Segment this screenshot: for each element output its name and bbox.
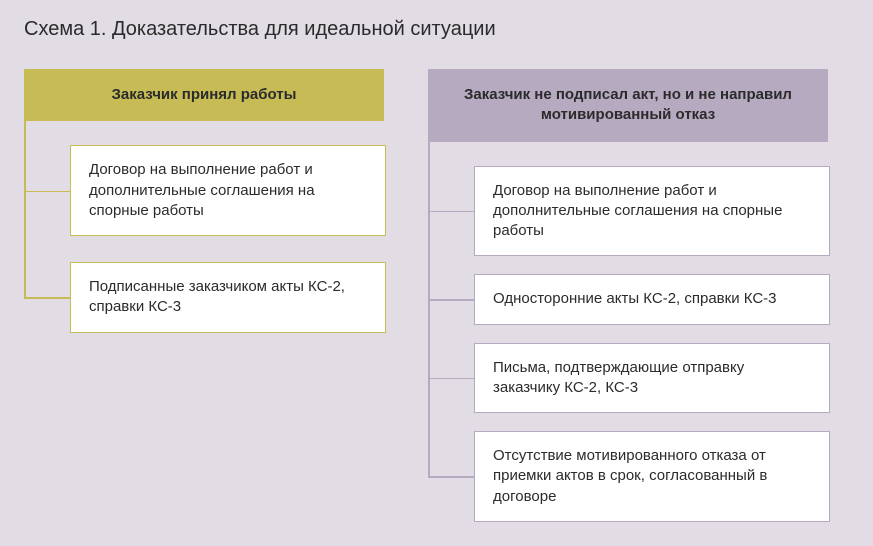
item-box: Письма, подтверждающие отправку заказчик… xyxy=(474,343,830,414)
column: Заказчик не подписал акт, но и не направ… xyxy=(428,69,828,522)
item: Договор на выполнение работ и дополнител… xyxy=(474,166,828,257)
connector-line xyxy=(24,191,70,193)
item-box: Договор на выполнение работ и дополнител… xyxy=(70,145,386,236)
item-box: Подписанные заказчиком акты КС-2, справк… xyxy=(70,262,386,333)
stem-wrap: Договор на выполнение работ и дополнител… xyxy=(24,121,384,332)
column-header: Заказчик принял работы xyxy=(24,69,384,121)
connector-line xyxy=(428,378,474,380)
item: Подписанные заказчиком акты КС-2, справк… xyxy=(70,262,384,333)
items-list: Договор на выполнение работ и дополнител… xyxy=(428,142,828,522)
column-header: Заказчик не подписал акт, но и не направ… xyxy=(428,69,828,142)
item-box: Односторонние акты КС-2, справки КС-3 xyxy=(474,274,830,324)
diagram-root: Схема 1. Доказательства для идеальной си… xyxy=(0,0,873,546)
items-list: Договор на выполнение работ и дополнител… xyxy=(24,121,384,332)
connector-line xyxy=(428,476,474,478)
connector-line xyxy=(24,297,70,299)
diagram-title: Схема 1. Доказательства для идеальной си… xyxy=(24,18,849,41)
stem-line xyxy=(24,121,26,298)
item: Договор на выполнение работ и дополнител… xyxy=(70,145,384,236)
stem-wrap: Договор на выполнение работ и дополнител… xyxy=(428,142,828,522)
connector-line xyxy=(428,299,474,301)
item-box: Договор на выполнение работ и дополнител… xyxy=(474,166,830,257)
item-box: Отсутствие мотивированного отказа от при… xyxy=(474,431,830,522)
columns-container: Заказчик принял работы Договор на выполне… xyxy=(24,69,849,522)
item: Односторонние акты КС-2, справки КС-3 xyxy=(474,274,828,324)
stem-line xyxy=(428,142,430,478)
column: Заказчик принял работы Договор на выполне… xyxy=(24,69,384,333)
item: Письма, подтверждающие отправку заказчик… xyxy=(474,343,828,414)
connector-line xyxy=(428,211,474,213)
item: Отсутствие мотивированного отказа от при… xyxy=(474,431,828,522)
